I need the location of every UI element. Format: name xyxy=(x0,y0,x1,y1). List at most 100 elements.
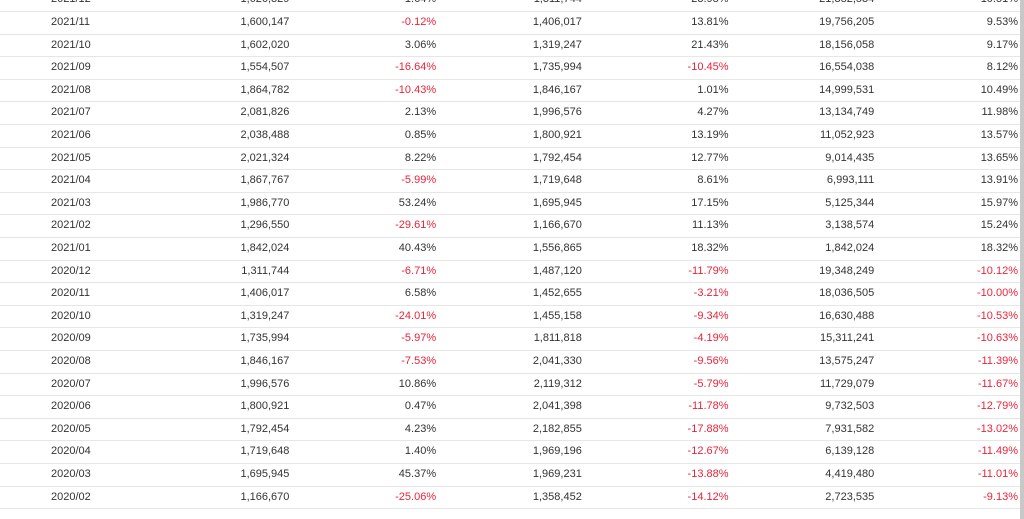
month-cell: 2021/10 xyxy=(0,34,121,58)
value-cell: 1,556,865 xyxy=(436,237,582,261)
value-cell: 1,735,994 xyxy=(436,56,582,80)
change-cell: -6.71% xyxy=(289,260,437,284)
change-cell: 45.37% xyxy=(289,463,437,487)
month-cell: 2021/09 xyxy=(0,56,121,80)
change-cell: -16.64% xyxy=(289,56,437,80)
cumulative-cell: 11,729,079 xyxy=(728,373,875,397)
change-cell: 8.61% xyxy=(581,169,729,193)
cumulative-cell: 13,134,749 xyxy=(728,101,875,126)
change-cell: 8.22% xyxy=(289,147,437,171)
change-cell: -24.01% xyxy=(289,305,437,329)
change-cell: 1.40% xyxy=(289,440,437,464)
cumulative-cell: 6,139,128 xyxy=(728,440,875,464)
change-cell: -4.19% xyxy=(581,327,729,351)
value-cell: 2,119,312 xyxy=(436,373,582,397)
month-cell: 2021/11 xyxy=(0,11,121,35)
cumulative-change-cell: 13.65% xyxy=(874,147,1020,171)
table-row: 2020/08 1,846,167 -7.53% 2,041,330 -9.56% 13,… xyxy=(0,350,1020,374)
change-cell: -13.88% xyxy=(581,463,729,487)
cumulative-cell: 16,630,488 xyxy=(728,305,875,329)
cumulative-change-cell: -10.63% xyxy=(874,327,1020,351)
cumulative-cell: 13,575,247 xyxy=(728,350,875,374)
value-cell: 1,996,576 xyxy=(120,373,290,397)
change-cell: 23.98% xyxy=(581,0,729,13)
value-cell: 1,311,744 xyxy=(436,0,582,13)
value-cell: 2,041,398 xyxy=(436,395,582,419)
value-cell: 1,969,231 xyxy=(436,463,582,487)
change-cell: 18.32% xyxy=(581,237,729,261)
value-cell: 1,800,921 xyxy=(436,124,582,148)
table-row: 2020/02 1,166,670 -25.06% 1,358,452 -14.12% 2… xyxy=(0,486,1020,510)
cumulative-change-cell: -9.13% xyxy=(874,486,1020,510)
cumulative-change-cell: 8.12% xyxy=(874,56,1020,80)
table-row: 2020/05 1,792,454 4.23% 2,182,855 -17.88% 7,9… xyxy=(0,418,1020,442)
month-cell: 2021/04 xyxy=(0,169,121,193)
value-cell: 2,021,324 xyxy=(120,147,290,171)
value-cell: 1,600,147 xyxy=(120,11,290,35)
cumulative-cell: 3,138,574 xyxy=(728,214,875,239)
cumulative-cell: 9,014,435 xyxy=(728,147,875,171)
change-cell: 1.64% xyxy=(289,0,437,13)
value-cell: 1,602,020 xyxy=(120,34,290,58)
cumulative-change-cell: -11.49% xyxy=(874,440,1020,464)
month-cell: 2021/08 xyxy=(0,79,121,103)
table-row: 2020/12 1,311,744 -6.71% 1,487,120 -11.79% 19… xyxy=(0,260,1020,284)
value-cell: 1,455,158 xyxy=(436,305,582,329)
month-cell: 2020/09 xyxy=(0,327,121,351)
month-cell: 2020/10 xyxy=(0,305,121,329)
cumulative-cell: 11,052,923 xyxy=(728,124,875,148)
value-cell: 1,695,945 xyxy=(436,192,582,216)
cumulative-cell: 21,382,534 xyxy=(728,0,875,13)
value-cell: 1,452,655 xyxy=(436,282,582,306)
value-cell: 1,811,818 xyxy=(436,327,582,351)
value-cell: 1,319,247 xyxy=(436,34,582,58)
change-cell: 1.01% xyxy=(581,79,729,103)
value-cell: 1,864,782 xyxy=(120,79,290,103)
change-cell: -9.56% xyxy=(581,350,729,374)
vertical-scrollbar[interactable] xyxy=(1020,0,1024,519)
month-cell: 2020/07 xyxy=(0,373,121,397)
value-cell: 1,842,024 xyxy=(120,237,290,261)
table-row: 2021/06 2,038,488 0.85% 1,800,921 13.19% 11,0… xyxy=(0,124,1020,148)
cumulative-cell: 7,931,582 xyxy=(728,418,875,442)
table-row: 2021/02 1,296,550 -29.61% 1,166,670 11.13% 3,… xyxy=(0,214,1020,239)
value-cell: 1,406,017 xyxy=(120,282,290,306)
change-cell: 6.58% xyxy=(289,282,437,306)
table-row: 2021/08 1,864,782 -10.43% 1,846,167 1.01% 14,… xyxy=(0,79,1020,103)
cumulative-change-cell: -13.02% xyxy=(874,418,1020,442)
value-cell: 1,487,120 xyxy=(436,260,582,284)
scrollbar-thumb[interactable] xyxy=(1020,0,1024,519)
cumulative-cell: 2,723,535 xyxy=(728,486,875,510)
cumulative-cell: 15,311,241 xyxy=(728,327,875,351)
table-row: 2020/10 1,319,247 -24.01% 1,455,158 -9.34% 16… xyxy=(0,305,1020,329)
value-cell: 1,867,767 xyxy=(120,169,290,193)
change-cell: 3.06% xyxy=(289,34,437,58)
table-row: 2021/04 1,867,767 -5.99% 1,719,648 8.61% 6,99… xyxy=(0,169,1020,193)
value-cell: 1,358,452 xyxy=(436,486,582,510)
month-cell: 2020/11 xyxy=(0,282,121,306)
change-cell: -7.53% xyxy=(289,350,437,374)
value-cell: 1,792,454 xyxy=(436,147,582,171)
table-row: 2021/10 1,602,020 3.06% 1,319,247 21.43% 18,1… xyxy=(0,34,1020,58)
month-cell: 2021/05 xyxy=(0,147,121,171)
value-cell: 1,319,247 xyxy=(120,305,290,329)
cumulative-change-cell: 10.51% xyxy=(874,0,1020,13)
cumulative-cell: 18,156,058 xyxy=(728,34,875,58)
table-row: 2020/03 1,695,945 45.37% 1,969,231 -13.88% 4,… xyxy=(0,463,1020,487)
month-cell: 2020/04 xyxy=(0,440,121,464)
value-cell: 1,969,196 xyxy=(436,440,582,464)
cumulative-cell: 19,756,205 xyxy=(728,11,875,35)
value-cell: 1,554,507 xyxy=(120,56,290,80)
change-cell: -5.79% xyxy=(581,373,729,397)
month-cell: 2021/02 xyxy=(0,214,121,239)
change-cell: 10.86% xyxy=(289,373,437,397)
table-row: 2021/11 1,600,147 -0.12% 1,406,017 13.81% 19,… xyxy=(0,11,1020,35)
change-cell: -5.99% xyxy=(289,169,437,193)
change-cell: 53.24% xyxy=(289,192,437,216)
change-cell: -9.34% xyxy=(581,305,729,329)
change-cell: -29.61% xyxy=(289,214,437,239)
change-cell: -14.12% xyxy=(581,486,729,510)
cumulative-change-cell: 18.32% xyxy=(874,237,1020,261)
change-cell: -12.67% xyxy=(581,440,729,464)
month-cell: 2021/06 xyxy=(0,124,121,148)
